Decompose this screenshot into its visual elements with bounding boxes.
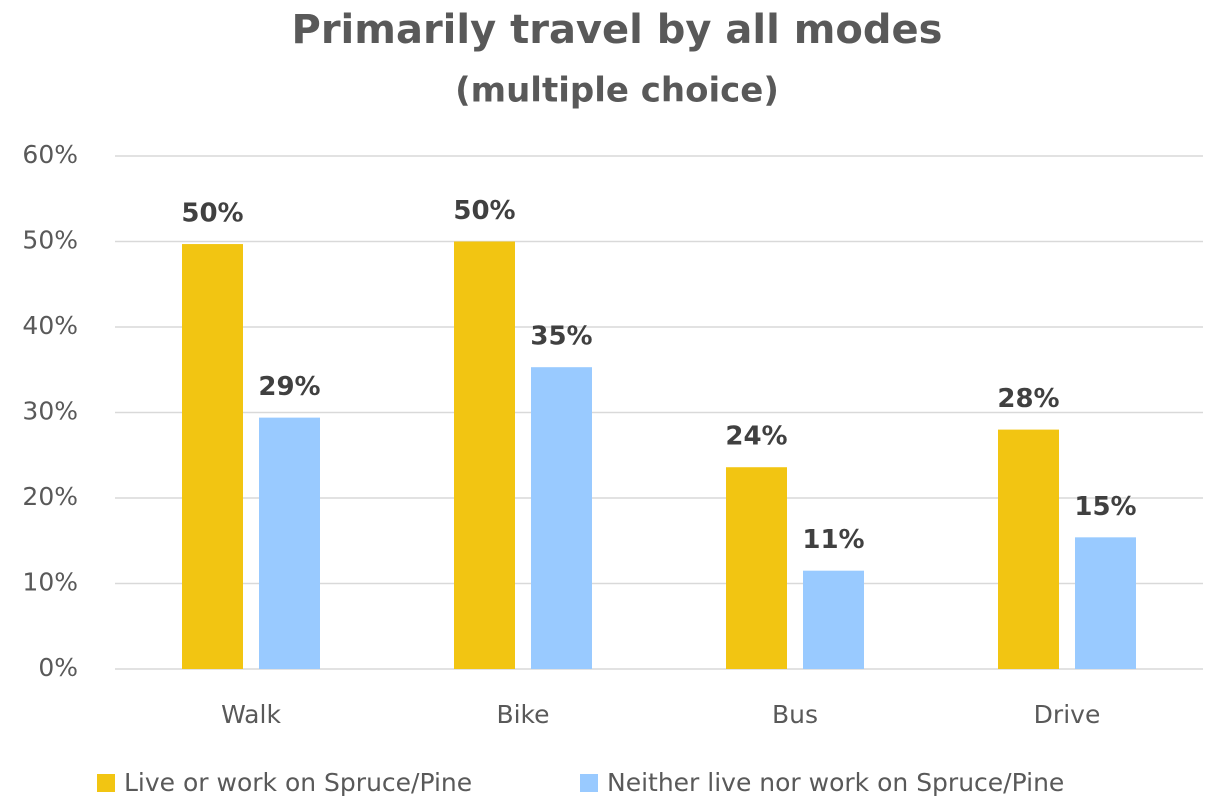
bar: [454, 241, 515, 669]
value-label: 24%: [725, 422, 787, 452]
y-tick-label: 40%: [22, 311, 78, 340]
value-label: 11%: [802, 525, 864, 555]
value-label: 29%: [258, 372, 320, 402]
x-tick-label: Bike: [496, 700, 549, 729]
bar: [803, 570, 864, 669]
value-label: 35%: [530, 322, 592, 352]
x-tick-label: Bus: [772, 700, 818, 729]
bar: [182, 244, 243, 669]
bar: [726, 467, 787, 669]
bar: [531, 367, 592, 669]
bar: [998, 429, 1059, 669]
y-tick-label: 60%: [22, 140, 78, 169]
y-tick-label: 30%: [22, 397, 78, 426]
y-tick-label: 50%: [22, 226, 78, 255]
value-label: 50%: [181, 199, 243, 229]
legend-swatch: [97, 774, 115, 792]
y-tick-label: 0%: [38, 653, 78, 682]
chart-title: Primarily travel by all modes: [292, 7, 943, 53]
y-tick-label: 20%: [22, 482, 78, 511]
value-label: 15%: [1074, 492, 1136, 522]
bar: [1075, 537, 1136, 669]
x-tick-label: Drive: [1034, 700, 1101, 729]
legend-label: Neither live nor work on Spruce/Pine: [607, 768, 1064, 797]
legend-label: Live or work on Spruce/Pine: [124, 768, 472, 797]
value-label: 28%: [997, 384, 1059, 414]
bar: [259, 417, 320, 669]
chart-subtitle: (multiple choice): [455, 71, 779, 111]
legend-swatch: [580, 774, 598, 792]
x-tick-label: Walk: [221, 700, 281, 729]
value-label: 50%: [453, 196, 515, 226]
y-tick-label: 10%: [22, 568, 78, 597]
